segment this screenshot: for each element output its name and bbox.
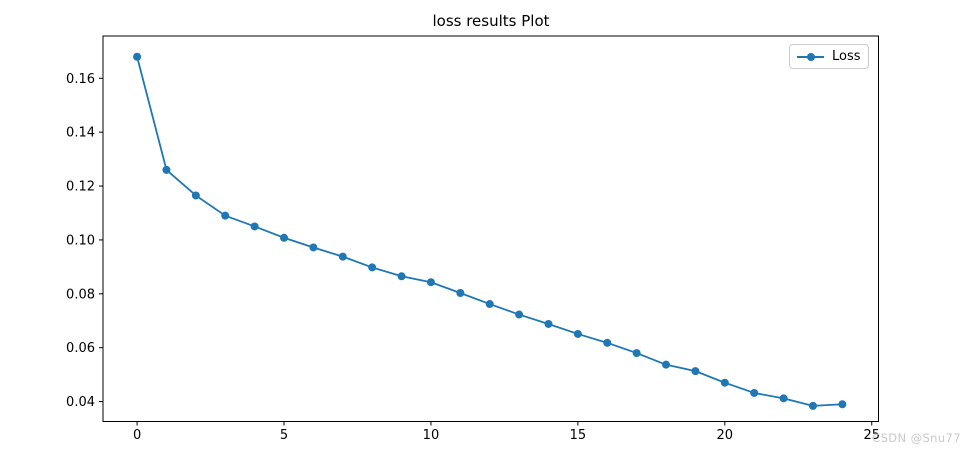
data-point	[750, 388, 759, 397]
data-point	[485, 300, 494, 309]
y-tick-label: 0.16	[66, 72, 95, 87]
y-tick-label: 0.06	[66, 341, 95, 356]
x-tick-label: 15	[570, 428, 587, 443]
loss-line	[136, 55, 844, 407]
data-point	[838, 400, 847, 409]
data-point	[133, 52, 142, 61]
x-tick-label: 20	[717, 428, 734, 443]
data-point	[456, 289, 465, 297]
data-point	[309, 243, 318, 252]
data-point	[397, 272, 406, 281]
data-point	[426, 278, 435, 287]
data-point	[662, 360, 671, 369]
y-tick-label: 0.04	[66, 395, 95, 410]
x-tick-label: 0	[133, 428, 141, 443]
data-point	[515, 310, 524, 319]
data-point	[632, 349, 641, 358]
data-point	[544, 319, 553, 328]
y-tick-label: 0.10	[66, 233, 95, 248]
y-tick-label: 0.12	[66, 180, 95, 195]
data-point	[250, 222, 259, 231]
data-point	[338, 252, 347, 261]
legend-marker-icon	[806, 52, 815, 61]
chart-title: loss results Plot	[432, 12, 550, 30]
x-tick-label: 25	[863, 428, 880, 443]
x-tick-label: 10	[423, 428, 440, 443]
data-point	[221, 211, 230, 220]
data-point	[603, 338, 612, 347]
y-tick-label: 0.08	[66, 287, 95, 302]
legend: Loss	[789, 44, 869, 69]
legend-label: Loss	[832, 49, 861, 64]
watermark: CSDN @Snu77	[872, 431, 961, 445]
data-point	[573, 329, 582, 338]
data-point	[779, 394, 788, 403]
data-point	[162, 165, 171, 174]
data-point	[691, 367, 700, 376]
data-point	[191, 191, 200, 200]
data-point	[808, 401, 817, 410]
data-point	[280, 233, 289, 242]
data-point	[720, 378, 729, 387]
x-tick-label: 5	[280, 428, 288, 443]
y-tick-label: 0.14	[66, 126, 95, 141]
plot-spines	[102, 35, 879, 422]
data-point	[368, 263, 377, 272]
legend-line-sample	[797, 52, 824, 62]
